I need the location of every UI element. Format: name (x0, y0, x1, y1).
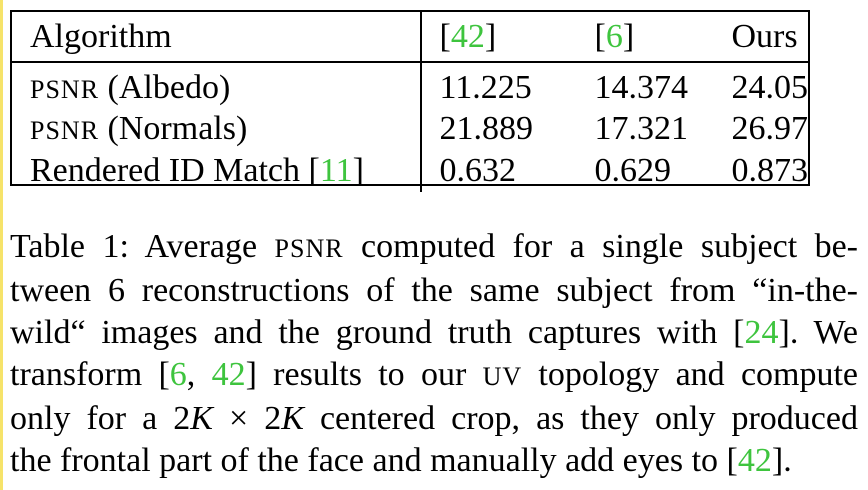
page-edge-highlight (0, 0, 3, 490)
caption-line: tween 6 reconstructions of the same subj… (10, 272, 858, 309)
citation-link[interactable]: 42 (450, 17, 485, 55)
table-row: PSNR (Albedo) 11.225 14.374 24.05 (12, 62, 808, 108)
header-algorithm: Algorithm (12, 12, 422, 63)
results-table: Algorithm [42] [6] Ours PSNR (Albedo) 11… (10, 10, 810, 192)
citation-link[interactable]: 6 (605, 17, 623, 55)
caption-line: transform [6, 42] results to our UV topo… (10, 356, 859, 393)
citation-link[interactable]: 42 (211, 356, 246, 393)
caption-line: wild“ images and the ground truth captur… (10, 314, 858, 351)
header-ref-6: [6] (576, 12, 732, 63)
citation-link[interactable]: 6 (169, 356, 187, 393)
table-header-row: Algorithm [42] [6] Ours (12, 12, 808, 63)
cell-ref-6: 17.321 (594, 110, 689, 147)
citation-link[interactable]: 24 (744, 314, 779, 351)
cell-ref-42: 11.225 (439, 68, 532, 106)
caption-line: the frontal part of the face and manuall… (10, 442, 792, 479)
table-row: Rendered ID Match [11] 0.632 0.629 0.873 (12, 150, 808, 192)
table-row: PSNR (Normals) 21.889 17.321 26.97 (12, 108, 808, 150)
cell-ref-6: 0.629 (594, 152, 672, 189)
cell-ours: 24.05 (731, 68, 809, 106)
cell-ref-42: 0.632 (439, 152, 517, 189)
caption-line: only for a 2K × 2K centered crop, as the… (10, 400, 858, 437)
row-label: Rendered ID Match [11] (12, 150, 422, 192)
table-caption: Table 1: Average PSNR computed for a sin… (10, 226, 858, 482)
citation-link[interactable]: 42 (737, 442, 772, 479)
cell-ref-42: 21.889 (439, 110, 534, 147)
row-label: PSNR (Normals) (12, 108, 422, 150)
cell-ours: 0.873 (731, 152, 809, 189)
cell-ref-6: 14.374 (594, 68, 689, 106)
header-ref-42: [42] (420, 12, 577, 63)
row-label: PSNR (Albedo) (12, 62, 422, 108)
header-ours: Ours (731, 12, 808, 63)
cell-ours: 26.97 (731, 110, 809, 147)
citation-link[interactable]: 11 (319, 152, 353, 189)
results-table-grid: Algorithm [42] [6] Ours PSNR (Albedo) 11… (12, 12, 808, 192)
caption-line: Table 1: Average PSNR computed for a sin… (10, 228, 858, 265)
